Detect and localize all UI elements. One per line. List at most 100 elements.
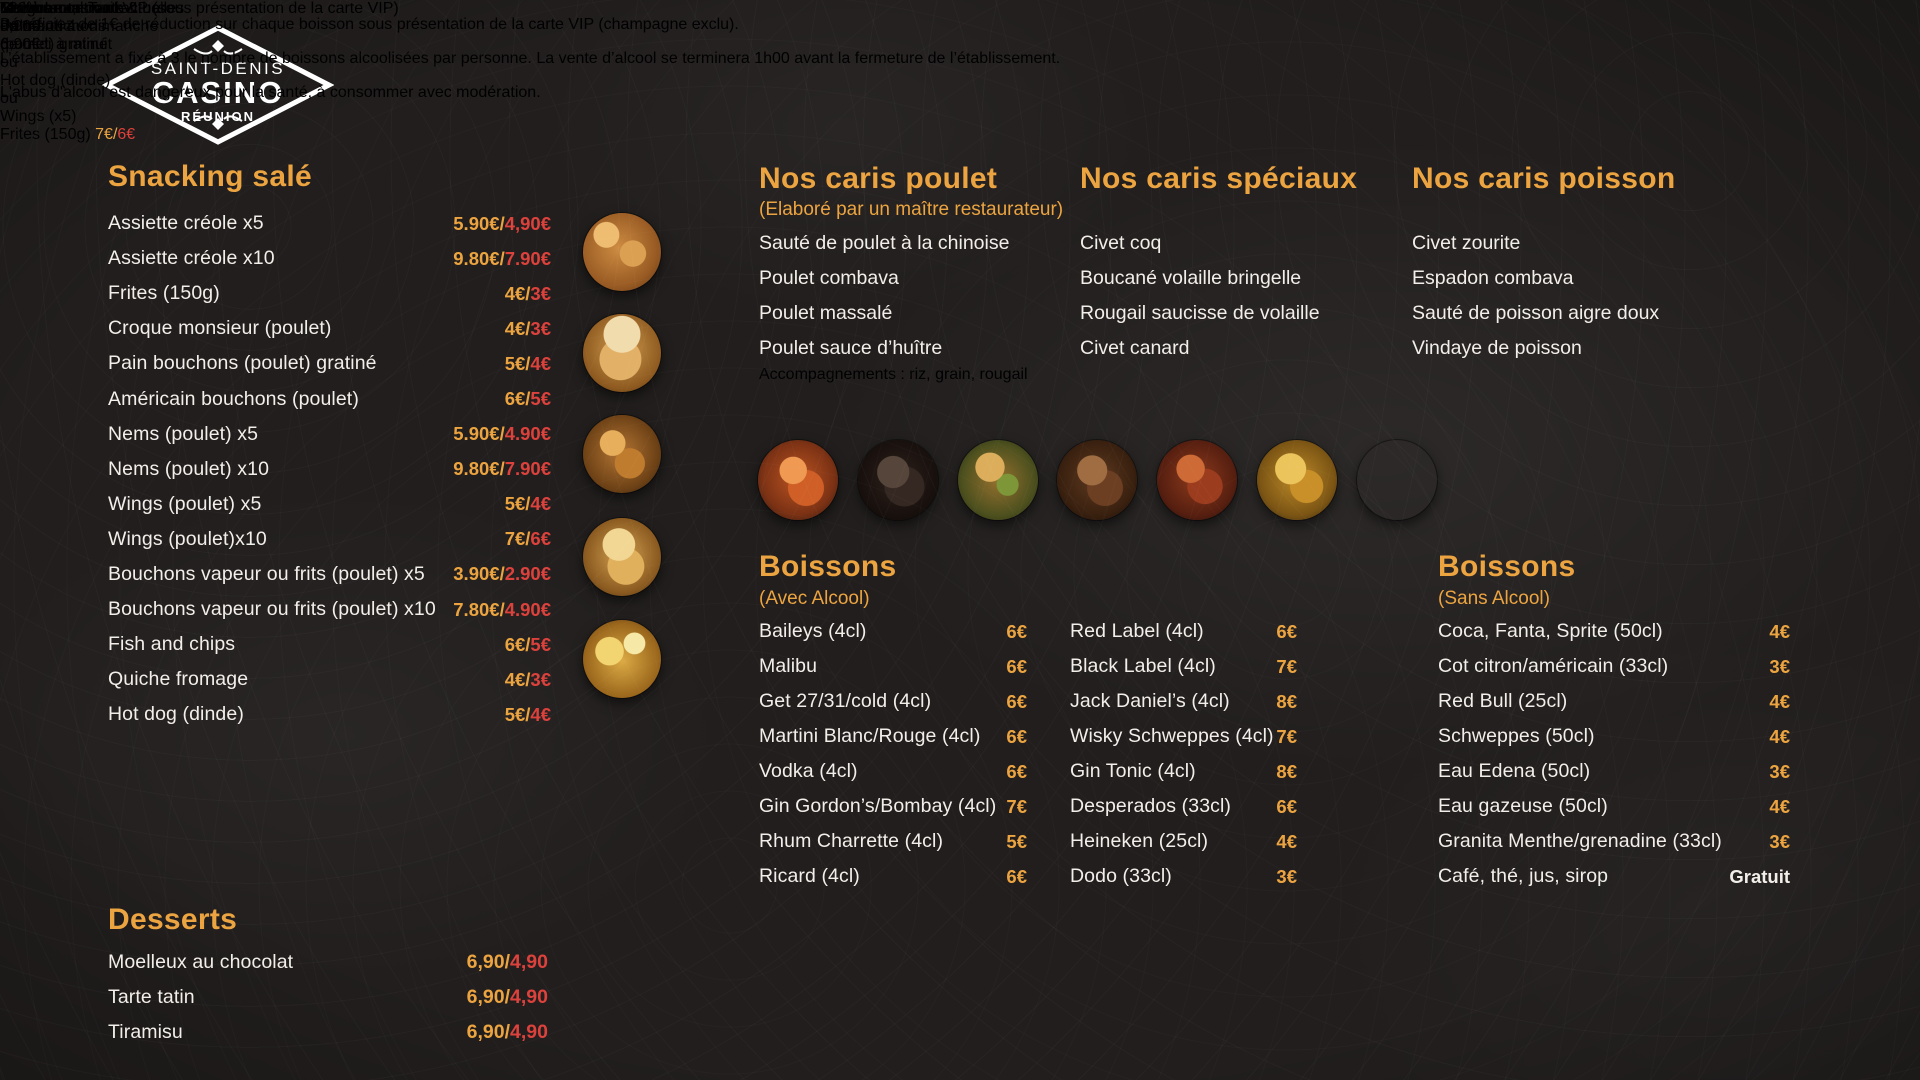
price-vip: 4.90€ (504, 598, 551, 620)
section-title-drinks-soft: Boissons (1438, 550, 1576, 583)
menu-item-row: Bouchons vapeur ou frits (poulet) x10 7.8… (108, 592, 551, 627)
drink-name: Get 27/31/cold (4cl) (759, 690, 932, 712)
price-vip: 3€ (530, 282, 551, 304)
logo-line-bottom: RÉUNION (181, 109, 255, 124)
drink-name: Dodo (33cl) (1070, 865, 1172, 887)
price-separator: / (499, 458, 505, 480)
price-normal: 7.80€ (453, 598, 500, 620)
drink-price: 7€ (1006, 795, 1027, 817)
item-price: 9.80€/7.90€ (453, 458, 551, 480)
price-vip: 4,90 (510, 951, 548, 973)
drink-price: 3€ (1769, 760, 1790, 782)
drink-row: Café, thé, jus, sirop Gratuit (1438, 859, 1790, 894)
section-drinks-soft: Boissons (Sans Alcool) (1438, 550, 1575, 611)
drink-row: Baileys (4cl) 6€ (759, 614, 1027, 649)
item-price: 4€/3€ (505, 669, 551, 691)
drink-name: Jack Daniel’s (4cl) (1070, 690, 1230, 712)
price-vip: 5€ (530, 388, 551, 410)
price-separator: / (499, 563, 505, 585)
price-vip: 4,90€ (504, 212, 551, 234)
drink-name: Heineken (25cl) (1070, 830, 1209, 852)
menu-item-row: Hot dog (dinde) 5€/4€ (108, 697, 551, 732)
item-price: 4€/3€ (505, 283, 551, 305)
price-normal: 7€ (95, 126, 113, 143)
legend-vip-label: Tarif VIP (sous présentation de la carte… (87, 0, 399, 17)
drink-name: Rhum Charrette (4cl) (759, 830, 944, 852)
drinks-alcohol-col1: Baileys (4cl) 6€ Malibu 6€ Get 27/31/cold … (759, 614, 1027, 894)
photo-vindaye (1257, 440, 1337, 520)
combo-price: 7€/6€ (95, 126, 135, 143)
price-vip: 7.90€ (504, 247, 551, 269)
menu-item-row: Nems (poulet) x5 5.90€/4.90€ (108, 417, 551, 452)
menu-item-row: Wings (poulet)x10 7€/6€ (108, 522, 551, 557)
item-name: Wings (poulet) x5 (108, 492, 262, 515)
drink-name: Baileys (4cl) (759, 620, 867, 642)
menu-item-row: Américain bouchons (poulet) 6€/5€ (108, 381, 551, 416)
section-title-snacking: Snacking salé (108, 160, 312, 193)
drinks-alcohol-subtitle: (Avec Alcool) (759, 588, 870, 609)
item-name: Assiette créole x10 (108, 247, 275, 270)
drink-name: Coca, Fanta, Sprite (50cl) (1438, 620, 1663, 642)
price-vip: 4,90 (510, 1021, 548, 1043)
dish-name: Civet canard (1080, 337, 1190, 359)
drink-row: Dodo (33cl) 3€ (1070, 859, 1297, 894)
price-separator: / (525, 703, 531, 725)
drink-row: Desperados (33cl) 6€ (1070, 789, 1297, 824)
menu-item-row: Pain bouchons (poulet) gratiné 5€/4€ (108, 346, 551, 381)
casino-logo-diamond: SAINT-DENIS CASINO RÉUNION (101, 25, 335, 145)
dish-name: Sauté de poulet à la chinoise (759, 232, 1010, 254)
section-snacking: Snacking salé Assiette créole x5 5.90€ / 4,… (108, 160, 551, 732)
price-vip: 6€ (117, 126, 136, 143)
drink-price: 8€ (1276, 690, 1297, 712)
price-normal: 4€ (504, 282, 526, 304)
drink-row: Ricard (4cl) 6€ (759, 859, 1027, 894)
item-price: 3.90€/2.90€ (453, 563, 551, 585)
drink-row: Schweppes (50cl) 4€ (1438, 719, 1790, 754)
price-vip: 5€ (530, 633, 551, 655)
drink-row: Black Label (4cl) 7€ (1070, 649, 1297, 684)
section-caris-poulet: Nos caris poulet (Elaboré par un maître … (759, 162, 1063, 384)
drink-name: Ricard (4cl) (759, 865, 860, 887)
dish-name: Vindaye de poisson (1412, 337, 1582, 359)
price-vip: 7.90€ (504, 458, 551, 480)
drink-price: 7€ (1276, 725, 1297, 747)
section-title-caris-poulet: Nos caris poulet (759, 162, 998, 195)
drink-price: 4€ (1769, 620, 1790, 642)
dish-name: Sauté de poisson aigre doux (1412, 302, 1660, 324)
item-name: Assiette créole x5 (108, 212, 264, 235)
price-normal: 5.90€ (453, 423, 500, 445)
price-separator: / (499, 598, 505, 620)
photo-grillade (958, 440, 1038, 520)
drink-row: Martini Blanc/Rouge (4cl) 6€ (759, 719, 1027, 754)
price-normal: 5€ (504, 352, 526, 374)
drink-price: 4€ (1769, 795, 1790, 817)
drink-row: Red Bull (25cl) 4€ (1438, 684, 1790, 719)
menu-item-row: Wings (poulet) x5 5€/4€ (108, 487, 551, 522)
drink-name: Vodka (4cl) (759, 760, 858, 782)
combo-side: Frites (150g) (0, 126, 91, 143)
item-name: Hot dog (dinde) (108, 703, 244, 726)
photo-fish-and-chips (583, 620, 661, 698)
dish-name: Boucané volaille bringelle (1080, 267, 1302, 289)
drink-name: Desperados (33cl) (1070, 795, 1232, 817)
dish-name: Civet coq (1080, 232, 1162, 254)
drink-row: Eau gazeuse (50cl) 4€ (1438, 789, 1790, 824)
section-caris-speciaux: Nos caris spéciaux Civet coq Boucané vol… (1080, 162, 1390, 366)
drink-price: 6€ (1006, 690, 1027, 712)
price-separator: / (525, 528, 531, 550)
drink-price: 6€ (1006, 725, 1027, 747)
price-vip: 4€ (530, 703, 551, 725)
item-price: 7.80€/4.90€ (453, 599, 551, 621)
price-vip: 4€ (530, 493, 551, 515)
drinks-soft-list: Coca, Fanta, Sprite (50cl) 4€ Cot citron/… (1438, 614, 1790, 894)
drink-price: 3€ (1276, 865, 1297, 887)
drink-row: Gin Gordon’s/Bombay (4cl) 7€ (759, 789, 1027, 824)
combo-box: Combo Pain bouchons (poulet) gratiné ou … (0, 0, 135, 144)
item-name: Bouchons vapeur ou frits (poulet) x10 (108, 598, 436, 621)
price-normal: 9.80€ (453, 247, 500, 269)
drink-row: Wisky Schweppes (4cl) 7€ (1070, 719, 1297, 754)
price-vip: 4,90 (510, 986, 548, 1008)
item-price: 6,90/4,90 (467, 951, 548, 974)
drink-name: Black Label (4cl) (1070, 655, 1216, 677)
section-desserts: Desserts Moelleux au chocolat 6,90/4,90 T… (108, 903, 548, 1050)
